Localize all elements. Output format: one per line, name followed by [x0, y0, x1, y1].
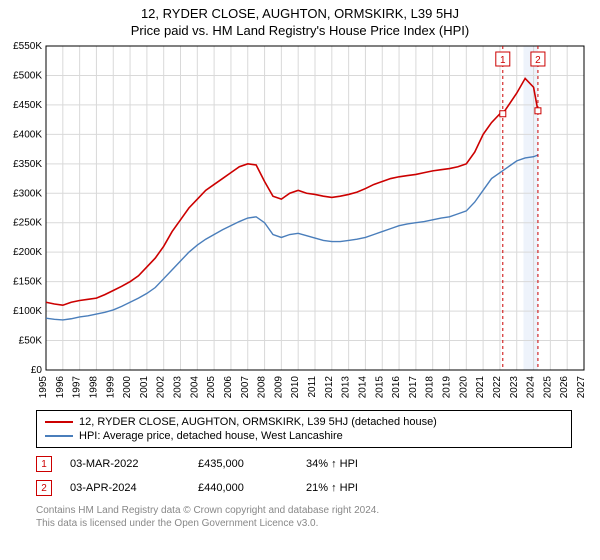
event-marker-2: 2	[36, 480, 52, 496]
svg-text:2002: 2002	[156, 376, 167, 399]
svg-text:2006: 2006	[223, 376, 234, 399]
svg-text:2015: 2015	[374, 376, 385, 399]
svg-text:2: 2	[535, 55, 541, 66]
chart-subtitle: Price paid vs. HM Land Registry's House …	[0, 21, 600, 42]
svg-text:2000: 2000	[122, 376, 133, 399]
legend: 12, RYDER CLOSE, AUGHTON, ORMSKIRK, L39 …	[36, 410, 572, 448]
svg-text:2019: 2019	[442, 376, 453, 399]
svg-text:2011: 2011	[307, 376, 318, 398]
legend-row-hpi: HPI: Average price, detached house, West…	[45, 429, 563, 443]
svg-text:1: 1	[500, 55, 506, 66]
svg-text:£0: £0	[31, 365, 43, 376]
svg-text:1996: 1996	[55, 376, 66, 399]
svg-text:2001: 2001	[139, 376, 150, 399]
svg-text:£500K: £500K	[13, 70, 42, 81]
svg-text:£400K: £400K	[13, 129, 42, 140]
event-date-1: 03-MAR-2022	[70, 458, 180, 470]
svg-text:2003: 2003	[173, 376, 184, 399]
svg-text:2004: 2004	[189, 376, 200, 399]
svg-text:2023: 2023	[509, 376, 520, 399]
svg-text:2018: 2018	[425, 376, 436, 399]
svg-text:£100K: £100K	[13, 306, 42, 317]
svg-text:£200K: £200K	[13, 247, 42, 258]
svg-text:2005: 2005	[206, 376, 217, 399]
event-row-1: 1 03-MAR-2022 £435,000 34% ↑ HPI	[36, 452, 572, 476]
event-price-1: £435,000	[198, 458, 288, 470]
svg-text:2007: 2007	[240, 376, 251, 399]
svg-text:2014: 2014	[357, 376, 368, 399]
legend-label-hpi: HPI: Average price, detached house, West…	[79, 430, 343, 442]
event-row-2: 2 03-APR-2024 £440,000 21% ↑ HPI	[36, 476, 572, 500]
svg-text:£300K: £300K	[13, 188, 42, 199]
svg-text:2020: 2020	[458, 376, 469, 399]
legend-swatch-property	[45, 421, 73, 423]
svg-text:2026: 2026	[559, 376, 570, 399]
svg-text:2010: 2010	[290, 376, 301, 399]
legend-swatch-hpi	[45, 435, 73, 437]
event-marker-1: 1	[36, 456, 52, 472]
svg-text:1999: 1999	[105, 376, 116, 399]
svg-text:2008: 2008	[257, 376, 268, 399]
svg-text:£550K: £550K	[13, 42, 42, 52]
svg-text:£250K: £250K	[13, 218, 42, 229]
svg-text:2021: 2021	[475, 376, 486, 399]
svg-text:£350K: £350K	[13, 159, 42, 170]
svg-text:2016: 2016	[391, 376, 402, 399]
event-date-2: 03-APR-2024	[70, 482, 180, 494]
footer-line2: This data is licensed under the Open Gov…	[36, 517, 572, 530]
event-list: 1 03-MAR-2022 £435,000 34% ↑ HPI 2 03-AP…	[36, 452, 572, 500]
svg-text:1998: 1998	[88, 376, 99, 399]
svg-text:2013: 2013	[341, 376, 352, 399]
legend-row-property: 12, RYDER CLOSE, AUGHTON, ORMSKIRK, L39 …	[45, 415, 563, 429]
svg-text:2012: 2012	[324, 376, 335, 399]
event-price-2: £440,000	[198, 482, 288, 494]
svg-text:£150K: £150K	[13, 277, 42, 288]
svg-text:£450K: £450K	[13, 100, 42, 111]
chart-title-address: 12, RYDER CLOSE, AUGHTON, ORMSKIRK, L39 …	[0, 0, 600, 21]
footer-attribution: Contains HM Land Registry data © Crown c…	[36, 504, 572, 530]
svg-text:£50K: £50K	[19, 336, 43, 347]
svg-text:2017: 2017	[408, 376, 419, 399]
chart-container: 12, RYDER CLOSE, AUGHTON, ORMSKIRK, L39 …	[0, 0, 600, 560]
svg-text:1997: 1997	[72, 376, 83, 399]
svg-text:2025: 2025	[542, 376, 553, 399]
svg-text:2027: 2027	[576, 376, 587, 399]
svg-text:1995: 1995	[38, 376, 49, 399]
svg-text:2022: 2022	[492, 376, 503, 399]
event-hpi-2: 21% ↑ HPI	[306, 482, 358, 494]
footer-line1: Contains HM Land Registry data © Crown c…	[36, 504, 572, 517]
svg-text:2024: 2024	[526, 376, 537, 399]
line-chart: £0 £50K £100K £150K £200K £250K £300K £350K £400…	[0, 42, 600, 406]
legend-label-property: 12, RYDER CLOSE, AUGHTON, ORMSKIRK, L39 …	[79, 416, 437, 428]
svg-text:2009: 2009	[273, 376, 284, 399]
event-hpi-1: 34% ↑ HPI	[306, 458, 358, 470]
